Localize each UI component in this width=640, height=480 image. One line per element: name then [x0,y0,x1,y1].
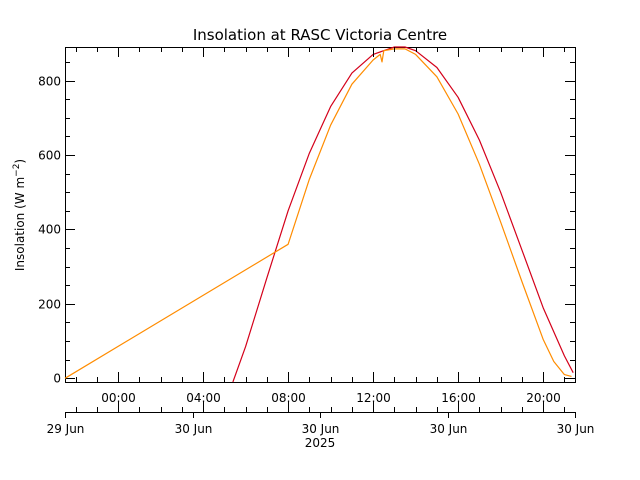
svg-text:Insolation (W m−2): Insolation (W m−2) [12,159,27,271]
plot-frame [65,47,576,383]
y-axis: 0 200 400 600 800 [38,62,575,386]
date-label: 30 Jun [175,422,213,436]
y-tick-label: 800 [38,75,61,89]
x-tick-label: 16:00 [441,391,476,405]
chart-title: Insolation at RASC Victoria Centre [193,26,447,44]
y-axis-label-exponent: −2 [12,164,22,177]
date-label: 29 Jun [47,422,85,436]
year-label: 2025 [305,436,336,450]
series-line-1 [232,46,574,383]
x-tick-label: 00:00 [101,391,136,405]
x-tick-label: 20:00 [526,391,561,405]
date-label: 30 Jun [430,422,468,436]
date-label: 30 Jun [557,422,595,436]
x-tick-label: 04:00 [186,391,221,405]
y-tick-label: 0 [53,372,61,386]
date-label: 30 Jun [302,422,340,436]
y-tick-label: 200 [38,298,61,312]
y-axis-label: Insolation (W m−2) [12,159,27,271]
y-axis-label-text: Insolation (W m [13,177,27,271]
x-axis: 00:00 04:00 08:00 12:00 16:00 20:00 29 Jun 30 J… [47,47,595,436]
series-layer [64,46,574,383]
y-axis-label-close: ) [13,159,27,164]
series-line-2 [64,48,572,379]
x-tick-label: 12:00 [356,391,391,405]
y-tick-label: 600 [38,149,61,163]
x-tick-label: 08:00 [271,391,306,405]
y-tick-label: 400 [38,223,61,237]
